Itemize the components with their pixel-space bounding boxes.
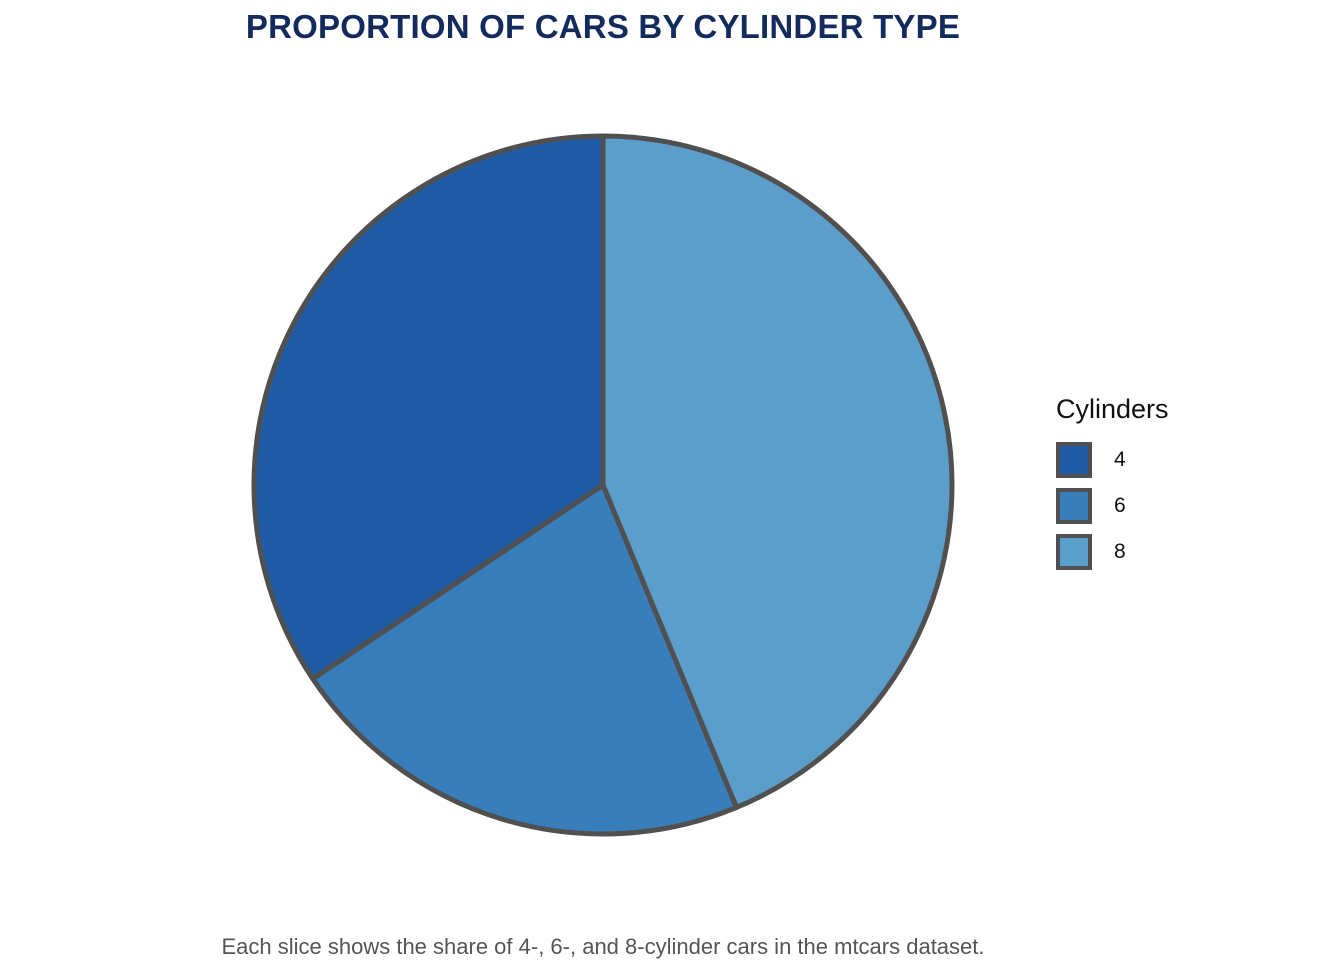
legend: Cylinders 4 6 8 [1056,394,1169,575]
pie-slice-6 [310,482,740,837]
legend-item-6: 6 [1056,483,1169,529]
chart-caption: Each slice shows the share of 4-, 6-, an… [221,934,985,959]
legend-swatch-6 [1056,488,1092,524]
pie-slice-8 [600,133,955,810]
legend-item-4: 4 [1056,437,1169,483]
legend-label-8: 8 [1114,540,1126,563]
pie-slices [251,133,955,837]
chart-title: PROPORTION OF CARS BY CYLINDER TYPE [245,8,961,45]
legend-title: Cylinders [1056,394,1169,424]
legend-label-6: 6 [1114,494,1126,517]
legend-swatch-8 [1056,534,1092,570]
legend-swatch-4 [1056,442,1092,478]
legend-label-4: 4 [1114,448,1126,471]
legend-item-8: 8 [1056,529,1169,575]
